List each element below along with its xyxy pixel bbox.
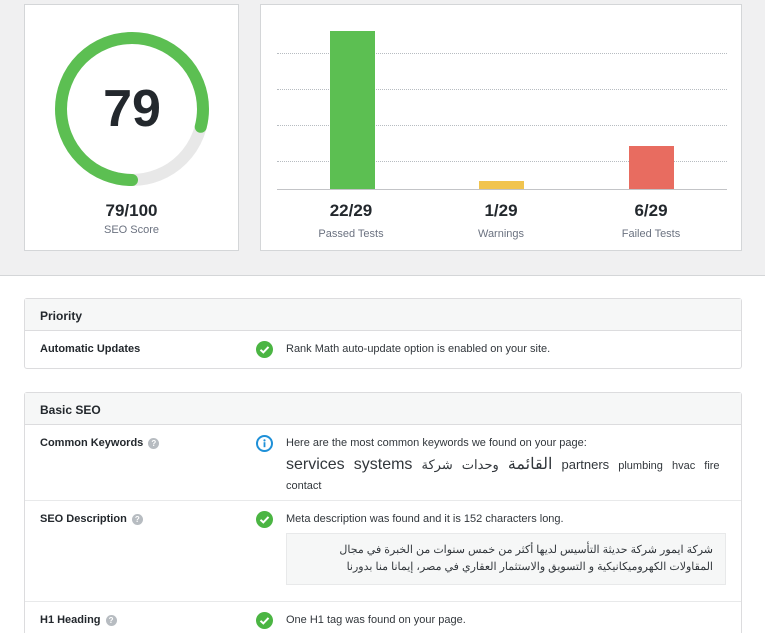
seo-score-panel: 79 79/100 SEO Score bbox=[24, 4, 239, 251]
result-row-common-keywords: Common Keywords ? Here are the most comm… bbox=[25, 425, 741, 501]
row-label: Common Keywords bbox=[40, 437, 144, 449]
score-gauge: 79 bbox=[53, 30, 211, 188]
chart-baseline bbox=[277, 189, 727, 190]
row-message-block: Meta description was found and it is 152… bbox=[286, 513, 726, 585]
summary-area: 79 79/100 SEO Score 22/29 Passed Tests 1… bbox=[0, 0, 765, 275]
score-label: SEO Score bbox=[103, 224, 160, 236]
basic-seo-section: Basic SEO Common Keywords ? Here are the… bbox=[24, 392, 742, 633]
failed-bar bbox=[629, 146, 674, 189]
failed-label: Failed Tests bbox=[621, 228, 681, 240]
row-label: H1 Heading bbox=[40, 614, 101, 626]
warnings-label: Warnings bbox=[477, 228, 525, 240]
keyword: systems bbox=[353, 456, 413, 473]
passed-stat: 22/29 Passed Tests bbox=[276, 201, 426, 240]
priority-section: Priority Automatic Updates Rank Math aut… bbox=[24, 298, 742, 369]
keyword: شركة bbox=[421, 457, 453, 472]
passed-count: 22/29 bbox=[329, 201, 373, 220]
score-value: 79 bbox=[103, 80, 161, 138]
basic-seo-section-title: Basic SEO bbox=[25, 393, 741, 425]
keyword: partners bbox=[561, 457, 610, 472]
row-message-block: Here are the most common keywords we fou… bbox=[286, 437, 726, 496]
keyword: القائمة bbox=[507, 456, 553, 473]
keyword: services bbox=[286, 456, 345, 473]
results-area: Priority Automatic Updates Rank Math aut… bbox=[0, 275, 765, 633]
row-label-with-help: SEO Description ? bbox=[40, 513, 143, 525]
priority-section-title: Priority bbox=[25, 299, 741, 331]
test-results-chart bbox=[277, 15, 727, 195]
keyword-list: services systems القائمة وحدات شركة part… bbox=[286, 455, 726, 496]
keyword: plumbing bbox=[618, 460, 663, 472]
test-results-panel: 22/29 Passed Tests 1/29 Warnings 6/29 Fa… bbox=[260, 4, 742, 251]
info-icon bbox=[256, 435, 273, 452]
keyword: وحدات bbox=[461, 457, 499, 472]
failed-count: 6/29 bbox=[634, 201, 668, 220]
result-row-automatic-updates: Automatic Updates Rank Math auto-update … bbox=[25, 331, 741, 368]
row-label-with-help: Common Keywords ? bbox=[40, 437, 160, 449]
help-icon[interactable]: ? bbox=[131, 513, 143, 525]
row-label: Automatic Updates bbox=[40, 343, 141, 355]
row-message: Meta description was found and it is 152… bbox=[286, 513, 564, 525]
chart-gridline bbox=[277, 89, 727, 90]
score-fraction: 79/100 bbox=[105, 201, 158, 220]
warnings-bar bbox=[479, 181, 524, 189]
help-icon[interactable]: ? bbox=[105, 614, 117, 626]
warnings-stat: 1/29 Warnings bbox=[426, 201, 576, 240]
score-ring bbox=[55, 32, 209, 186]
keyword: contact bbox=[286, 480, 322, 492]
passed-label: Passed Tests bbox=[318, 228, 384, 240]
check-icon bbox=[256, 612, 273, 629]
passed-bar bbox=[330, 31, 375, 189]
chart-gridline bbox=[277, 125, 727, 126]
check-icon bbox=[256, 341, 273, 358]
failed-stat: 6/29 Failed Tests bbox=[576, 201, 726, 240]
keyword: fire bbox=[704, 460, 720, 472]
check-icon bbox=[256, 511, 273, 528]
keyword: hvac bbox=[671, 460, 696, 472]
chart-gridline bbox=[277, 53, 727, 54]
result-row-h1-heading: H1 Heading ? One H1 tag was found on you… bbox=[25, 602, 741, 633]
help-icon[interactable]: ? bbox=[148, 437, 160, 449]
row-label: SEO Description bbox=[40, 513, 127, 525]
warnings-count: 1/29 bbox=[484, 201, 518, 220]
chart-gridline bbox=[277, 161, 727, 162]
row-label-with-help: H1 Heading ? bbox=[40, 614, 117, 626]
score-ring-fill bbox=[55, 32, 209, 186]
row-message: One H1 tag was found on your page. bbox=[286, 614, 466, 626]
meta-description-preview: شركة ايمور شركة حديثة التأسيس لديها أكثر… bbox=[286, 533, 726, 585]
row-message: Rank Math auto-update option is enabled … bbox=[286, 343, 551, 355]
row-message: Here are the most common keywords we fou… bbox=[286, 437, 587, 449]
result-row-seo-description: SEO Description ? Meta description was f… bbox=[25, 501, 741, 602]
